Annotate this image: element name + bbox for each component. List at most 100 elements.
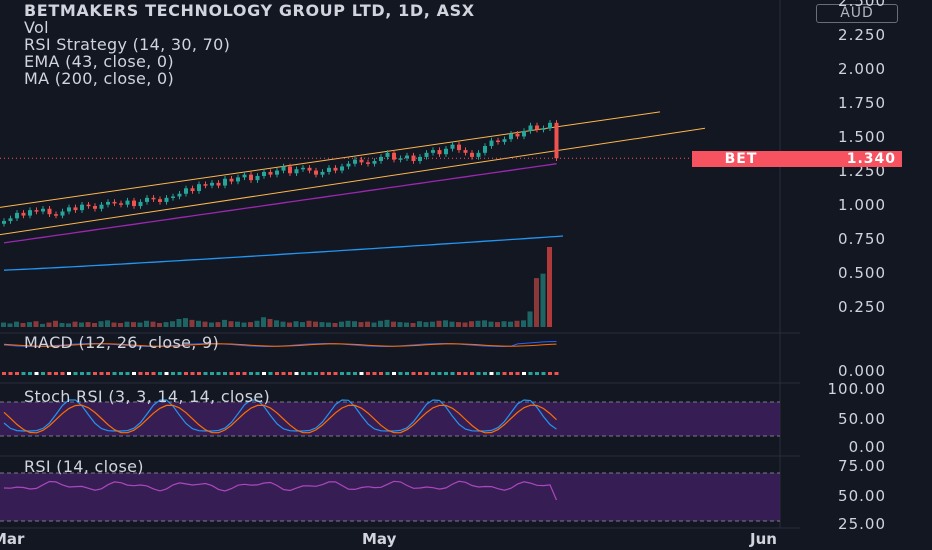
volume-bar (274, 320, 279, 327)
macd-histogram-bar (398, 372, 403, 375)
volume-bar (339, 321, 344, 327)
macd-histogram-bar (541, 372, 546, 375)
candle-body (541, 128, 546, 130)
volume-bar (40, 323, 45, 327)
candle-body (249, 174, 253, 181)
macd-histogram-bar (528, 372, 533, 375)
macd-histogram-bar (444, 372, 448, 375)
candle-body (41, 208, 45, 212)
stoch-tick: 50.00 (838, 410, 886, 428)
candle-body (2, 221, 6, 224)
volume-bar (514, 320, 520, 327)
candle-body (320, 171, 325, 175)
macd-histogram-bar (431, 372, 435, 375)
ema-43-line (3, 163, 557, 244)
rsi-line (3, 480, 558, 501)
volume-bar (423, 322, 429, 327)
price-tick: 2.500 (838, 0, 886, 10)
macd-histogram-bar (294, 372, 299, 375)
candle-body (171, 196, 175, 198)
candle-body (138, 201, 143, 207)
volume-bar (436, 320, 442, 327)
macd-histogram-bar (236, 372, 240, 375)
macd-histogram-bar (340, 372, 344, 375)
currency-label[interactable]: AUD (816, 4, 898, 23)
volume-bar (417, 321, 422, 327)
candle-body (275, 170, 279, 175)
candle-body (424, 152, 429, 157)
macd-histogram-bar (54, 372, 58, 375)
stoch-tick: 0.00 (848, 438, 886, 456)
macd-histogram-bar (99, 372, 104, 375)
volume-bar (202, 321, 208, 327)
macd-histogram-bar (60, 372, 65, 375)
candle-body (437, 150, 442, 155)
volume-bar (488, 321, 494, 327)
macd-histogram-bar (229, 372, 234, 375)
price-tick: 0.750 (838, 230, 886, 248)
candle-body (151, 197, 156, 200)
macd-histogram-bar (249, 372, 253, 375)
macd-histogram-bar (418, 372, 422, 375)
rsi-pane-label[interactable]: RSI (14, close) (24, 457, 144, 476)
candle-body (548, 122, 552, 129)
volume-bar (111, 322, 117, 327)
candle-body (242, 174, 247, 178)
volume-bar (254, 320, 260, 327)
macd-tick: 0.000 (838, 362, 886, 380)
volume-bar (66, 323, 71, 327)
candle-body (398, 158, 403, 160)
stoch-d-line (3, 404, 557, 434)
candle-body (515, 133, 520, 137)
candle-body (288, 166, 292, 174)
volume-bar (300, 322, 305, 327)
macd-pane-label[interactable]: MACD (12, 26, close, 9) (24, 333, 220, 352)
macd-histogram-bar (184, 372, 188, 375)
candle-body (73, 207, 78, 211)
volume-bar (501, 321, 507, 327)
time-label-may: May (362, 530, 397, 548)
candle-body (54, 214, 58, 216)
volume-bar (306, 320, 312, 327)
candle-body (346, 163, 351, 167)
candle-body (496, 140, 500, 143)
macd-histogram-bar (457, 372, 461, 375)
volume-bar (527, 311, 533, 327)
macd-histogram-bar (346, 372, 351, 375)
volume-bar (105, 320, 110, 327)
candle-body (8, 218, 13, 222)
volume-bar (183, 318, 188, 327)
macd-histogram-bar (197, 372, 201, 375)
candle-body (307, 167, 312, 171)
candle-body (392, 152, 396, 160)
stoch-rsi-pane-label[interactable]: Stoch RSI (3, 3, 14, 14, close) (24, 387, 271, 406)
macd-histogram-bar (470, 372, 474, 375)
candle-body (457, 144, 461, 151)
macd-histogram-bar (216, 372, 221, 375)
macd-histogram-bar (424, 372, 429, 375)
volume-bar (150, 321, 156, 327)
macd-histogram-bar (47, 372, 52, 375)
volume-bar (319, 322, 325, 327)
volume-bar (176, 319, 182, 327)
stoch-tick: 100.00 (827, 380, 886, 398)
macd-histogram-bar (502, 372, 507, 375)
volume-bar (410, 323, 416, 327)
volume-bar (189, 319, 195, 327)
price-tick: 2.000 (838, 60, 886, 78)
candle-body (418, 156, 422, 162)
volume-bar (33, 321, 39, 327)
candle-body (372, 161, 377, 164)
volume-bar (352, 321, 357, 327)
volume-bar (163, 322, 169, 327)
price-tick: 1.000 (838, 196, 886, 214)
time-label-jun: Jun (750, 530, 777, 548)
macd-histogram-bar (483, 372, 487, 375)
candle-body (47, 208, 52, 215)
volume-bar (215, 322, 221, 327)
candle-body (255, 176, 260, 181)
macd-histogram-bar (132, 372, 136, 375)
macd-histogram-bar (307, 372, 312, 375)
volume-bar (495, 322, 500, 327)
